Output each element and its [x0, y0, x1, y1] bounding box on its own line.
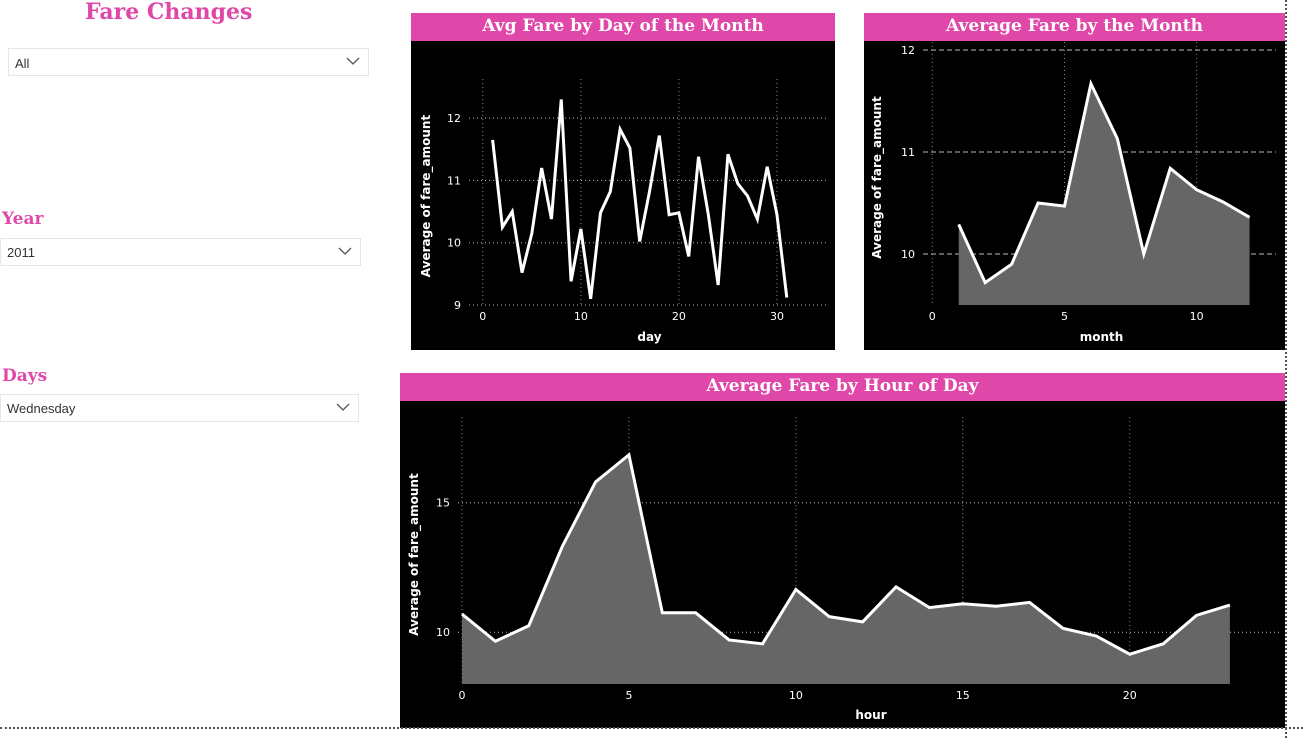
series-line	[461, 452, 1231, 656]
x-axis-label: month	[1080, 330, 1124, 344]
y-axis-label: Average of fare_amount	[870, 96, 885, 259]
series-area	[462, 454, 1230, 684]
y-tick-label: 9	[454, 299, 461, 312]
y-tick-label: 15	[436, 497, 450, 510]
y-axis-label: Average of fare_amount	[407, 473, 422, 636]
chevron-down-icon	[338, 247, 352, 255]
chart-plot: 9 10 11 12 0 10 20 30 day Average of fare_amount	[419, 79, 826, 344]
y-axis-label: Average of fare_amount	[419, 115, 434, 278]
x-tick-label: 5	[625, 689, 632, 702]
chart-day-of-month[interactable]: Avg Fare by Day of the Month 9 10 11 12 0 10 2…	[411, 13, 835, 350]
page-border-right	[1285, 0, 1287, 738]
x-tick-label: 15	[956, 689, 970, 702]
x-tick-label: 20	[1123, 689, 1137, 702]
x-tick-label: 30	[770, 310, 784, 323]
series-area	[958, 83, 1250, 305]
series-line	[957, 79, 1251, 285]
y-tick-label: 12	[901, 44, 915, 57]
days-filter-label: Days	[2, 366, 48, 386]
chart-plot: 10 15 0 5 10 15 20 hour Average of fare_amount	[407, 417, 1280, 722]
x-tick-label: 0	[929, 310, 936, 323]
x-tick-label: 10	[789, 689, 803, 702]
series-line	[491, 99, 789, 299]
chart-title: Avg Fare by Day of the Month	[411, 13, 835, 41]
chart-title: Average Fare by the Month	[864, 13, 1285, 41]
x-tick-label: 0	[479, 310, 486, 323]
y-tick-label: 10	[436, 626, 450, 639]
x-tick-label: 20	[672, 310, 686, 323]
page-title: Fare Changes	[85, 0, 253, 25]
days-filter-dropdown[interactable]: Wednesday	[0, 394, 359, 422]
y-tick-label: 10	[901, 248, 915, 261]
days-filter-value: Wednesday	[7, 400, 76, 416]
year-filter-value: 2011	[7, 244, 35, 260]
chart-plot: 10 11 12 0 5 10 month Average of fare_amount	[870, 42, 1276, 344]
chart-title: Average Fare by Hour of Day	[400, 373, 1285, 401]
x-tick-label: 0	[459, 689, 466, 702]
page-border-bottom	[0, 727, 1303, 729]
chevron-down-icon	[346, 57, 360, 65]
year-filter-dropdown[interactable]: 2011	[0, 238, 361, 266]
y-tick-label: 12	[447, 112, 461, 125]
x-tick-label: 10	[1190, 310, 1204, 323]
chart-month[interactable]: Average Fare by the Month 10 11 12 0 5 10 mont…	[864, 13, 1285, 350]
chevron-down-icon	[336, 403, 350, 411]
x-tick-label: 5	[1061, 310, 1068, 323]
y-tick-label: 10	[447, 237, 461, 250]
year-filter-label: Year	[2, 209, 44, 229]
x-axis-label: day	[637, 330, 661, 344]
x-tick-label: 10	[574, 310, 588, 323]
top-filter-dropdown[interactable]: All	[8, 48, 369, 76]
y-tick-label: 11	[901, 146, 915, 159]
y-tick-label: 11	[447, 174, 461, 187]
top-filter-value: All	[15, 55, 30, 71]
x-axis-label: hour	[855, 708, 886, 722]
chart-hour-of-day[interactable]: Average Fare by Hour of Day 10 15 0 5 10 15 20…	[400, 373, 1285, 728]
